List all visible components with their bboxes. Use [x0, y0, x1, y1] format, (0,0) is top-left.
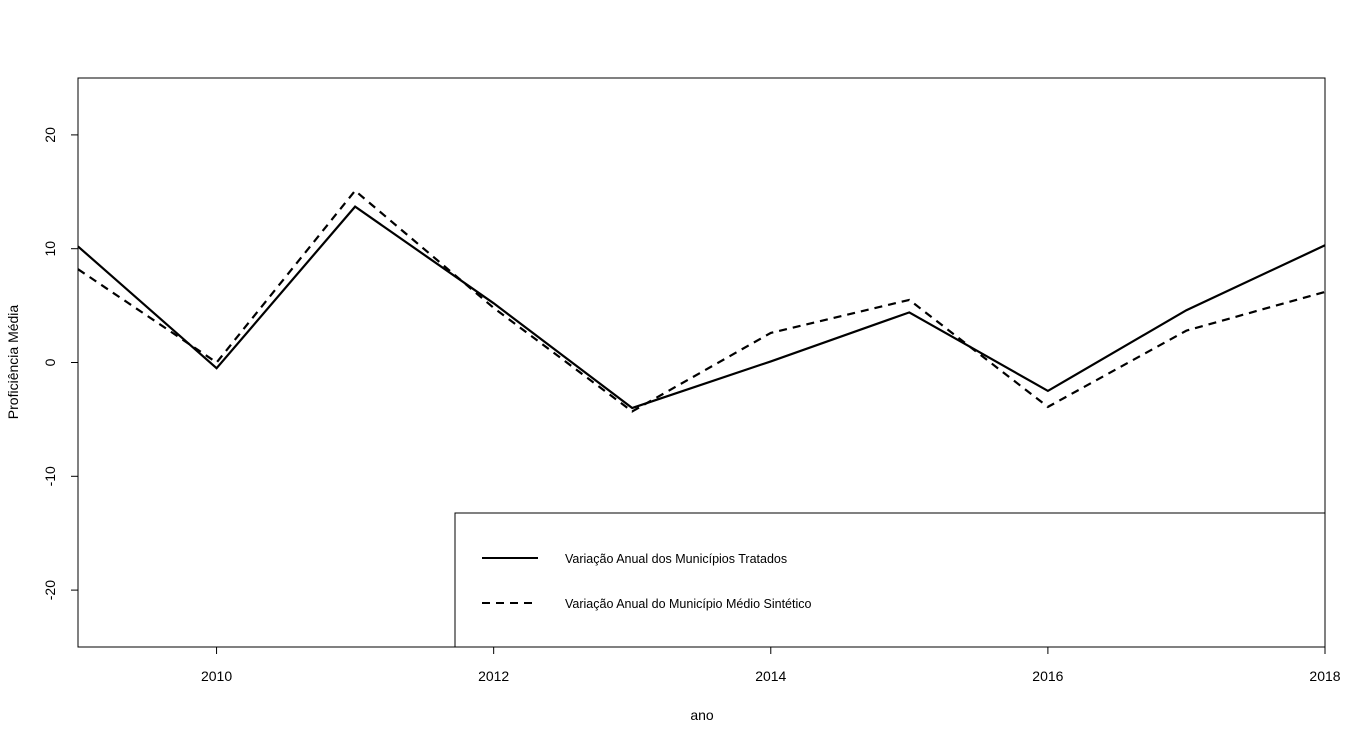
y-tick-label: 0	[42, 358, 58, 366]
y-tick-label: 10	[42, 241, 58, 257]
x-tick-label: 2016	[1032, 668, 1063, 684]
series-group	[77, 189, 1326, 413]
y-axis: -20 -10 0 10 20	[42, 127, 79, 600]
y-tick-label: -20	[42, 580, 58, 600]
x-axis-title: ano	[690, 707, 714, 723]
y-axis-title: Proficiência Média	[5, 305, 21, 420]
y-tick-label: -10	[42, 466, 58, 486]
series-line-2	[77, 189, 1326, 413]
legend: Variação Anual dos Municípios Tratados V…	[454, 512, 1326, 648]
x-tick-label: 2012	[478, 668, 509, 684]
x-tick-label: 2010	[201, 668, 232, 684]
legend-label-series-2: Variação Anual do Município Médio Sintét…	[565, 597, 811, 611]
x-tick-label: 2014	[755, 668, 786, 684]
x-axis: 2010 2012 2014 2016 2018	[201, 646, 1341, 684]
x-tick-label: 2018	[1309, 668, 1340, 684]
legend-box	[454, 512, 1326, 648]
y-tick-label: 20	[42, 127, 58, 143]
series-line-1	[77, 205, 1326, 410]
legend-label-series-1: Variação Anual dos Municípios Tratados	[565, 552, 787, 566]
